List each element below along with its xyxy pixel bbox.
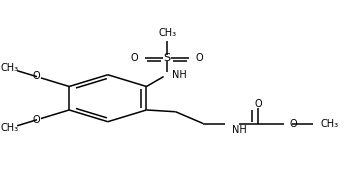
Text: CH₃: CH₃ [158, 28, 176, 38]
Text: O: O [254, 99, 262, 109]
Text: O: O [131, 53, 138, 63]
Text: O: O [32, 71, 40, 81]
Text: O: O [196, 53, 204, 63]
Text: S: S [164, 53, 171, 63]
Text: NH: NH [172, 70, 186, 80]
Text: CH₃: CH₃ [1, 63, 19, 73]
Text: CH₃: CH₃ [320, 118, 339, 128]
Text: CH₃: CH₃ [1, 123, 19, 133]
Text: O: O [32, 115, 40, 125]
Text: NH: NH [232, 125, 246, 135]
Text: O: O [290, 118, 298, 128]
